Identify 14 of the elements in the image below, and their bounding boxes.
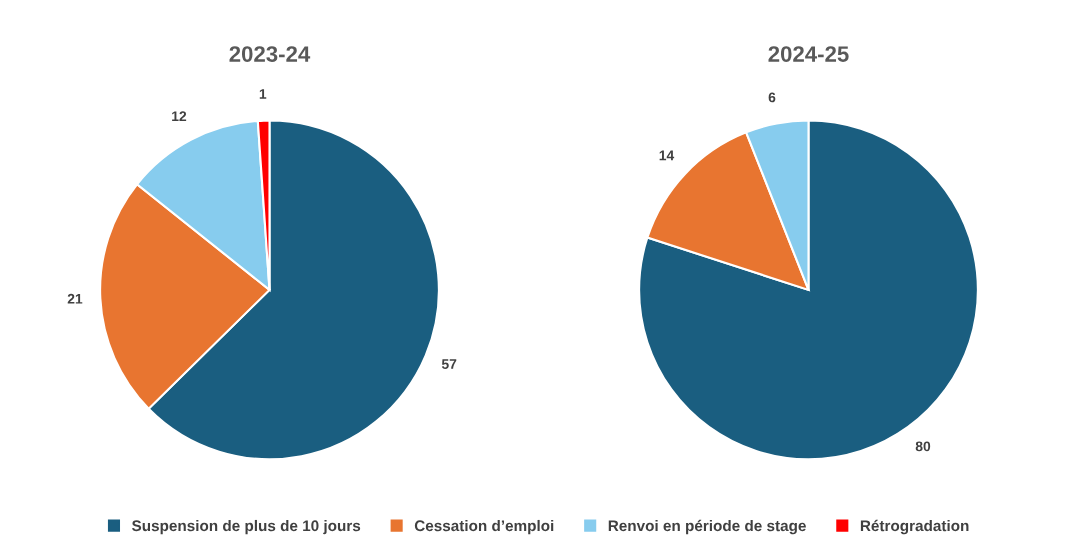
- legend-label: Rétrogradation: [860, 519, 969, 535]
- data-label: 12: [172, 111, 187, 121]
- legend-label: Suspension de plus de 10 jours: [131, 519, 361, 535]
- data-label: 1: [259, 89, 267, 99]
- chart-title: 2023-24: [229, 46, 311, 62]
- data-label: 6: [768, 92, 776, 103]
- data-label: 80: [915, 441, 931, 452]
- data-label: 14: [659, 150, 675, 161]
- legend-label: Renvoi en période de stage: [608, 519, 806, 535]
- data-label: 57: [441, 359, 457, 369]
- data-label: 21: [67, 293, 83, 304]
- legend-label: Cessation d’emploi: [414, 519, 554, 535]
- chart-title: 2024-25: [768, 46, 849, 62]
- pie-slice: [638, 119, 979, 461]
